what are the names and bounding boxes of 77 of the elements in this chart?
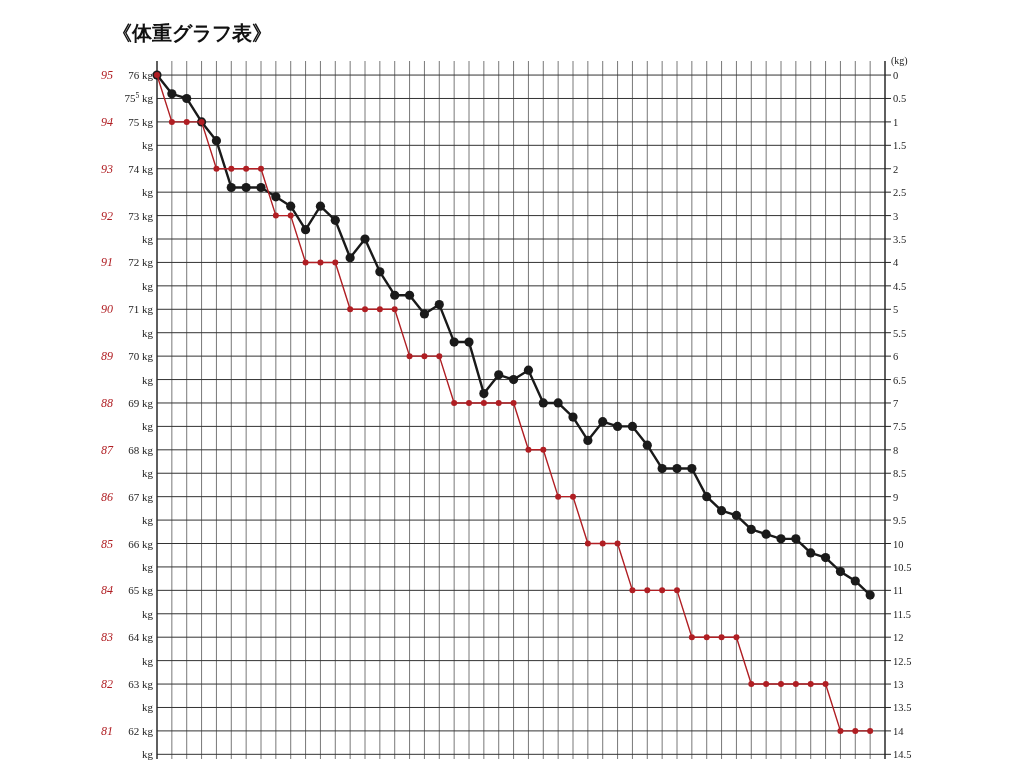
y-tick-label: kg — [142, 467, 154, 480]
y-tick-label: kg — [142, 186, 154, 199]
y-tick-label: 72 kg — [128, 256, 154, 269]
y3-axis-title: (kg) — [891, 55, 908, 67]
y2-tick-label: 88 — [101, 395, 113, 410]
y-tick-label: 63 kg — [128, 678, 154, 691]
y3-tick-label: 4 — [893, 257, 899, 269]
y-tick-label: 64 kg — [128, 631, 154, 644]
y3-tick-label: 2.5 — [893, 187, 907, 199]
y3-tick-label: 14 — [893, 725, 905, 737]
y2-tick-label: 89 — [101, 349, 113, 364]
y-tick-label: 65 kg — [128, 584, 154, 597]
y2-tick-label: 86 — [101, 489, 113, 504]
y3-tick-label: 9.5 — [893, 515, 907, 527]
y-tick-label: kg — [142, 139, 154, 152]
y-tick-label: kg — [142, 279, 154, 292]
y3-tick-label: 0.5 — [893, 93, 907, 105]
y3-tick-label: 1 — [893, 116, 899, 128]
y3-tick-label: 7 — [893, 397, 899, 409]
y-tick-label: kg — [142, 233, 154, 246]
y-tick-label: kg — [142, 607, 154, 620]
y2-tick-label: 82 — [101, 677, 113, 692]
y3-tick-label: 9 — [893, 491, 899, 503]
chart-title: 《体重グラフ表》 — [112, 21, 272, 45]
y2-tick-label: 85 — [101, 536, 113, 551]
y-tick-label: kg — [142, 560, 154, 573]
y3-tick-label: 11.5 — [893, 608, 911, 620]
y2-tick-label: 93 — [101, 161, 113, 176]
y3-tick-label: 13 — [893, 679, 904, 691]
y3-tick-label: 11 — [893, 585, 904, 597]
y2-tick-label: 83 — [101, 630, 113, 645]
y-tick-label: 76 kg — [128, 69, 154, 82]
y3-tick-label: 3.5 — [893, 234, 907, 246]
y3-tick-label: 4.5 — [893, 280, 907, 292]
y-tick-label: kg — [142, 514, 154, 527]
y2-tick-label: 84 — [101, 583, 113, 598]
y-tick-label: 73 kg — [128, 209, 154, 222]
y3-tick-label: 10.5 — [893, 561, 912, 573]
y-tick-label: 62 kg — [128, 724, 154, 737]
y3-tick-label: 6.5 — [893, 374, 907, 386]
y-tick-label: kg — [142, 654, 154, 667]
y-tick-label: 68 kg — [128, 443, 154, 456]
y2-tick-label: 91 — [101, 255, 113, 270]
y-tick-label: 75$^{5}$ kg — [124, 90, 154, 105]
y-tick-label: 74 kg — [128, 162, 154, 175]
y3-tick-label: 7.5 — [893, 421, 907, 433]
y-tick-label: kg — [142, 373, 154, 386]
y2-tick-label: 87 — [101, 442, 114, 457]
y2-tick-label: 94 — [101, 114, 113, 129]
y3-tick-label: 12 — [893, 632, 904, 644]
y3-tick-label: 8 — [893, 444, 899, 456]
y-tick-label: 70 kg — [128, 350, 154, 363]
y-tick-label: kg — [142, 420, 154, 433]
y-tick-label: 75 kg — [128, 115, 154, 128]
y3-tick-label: 2 — [893, 163, 899, 175]
y-tick-label: kg — [142, 326, 154, 339]
y3-tick-label: 13.5 — [893, 702, 912, 714]
y-tick-label: 71 kg — [128, 303, 154, 316]
y3-tick-label: 1.5 — [893, 140, 907, 152]
y3-tick-label: 14.5 — [893, 749, 912, 761]
y-tick-label: kg — [142, 748, 154, 761]
y3-tick-label: 5 — [893, 304, 899, 316]
y3-tick-label: 12.5 — [893, 655, 912, 667]
y2-tick-label: 81 — [101, 723, 113, 738]
y3-tick-label: 8.5 — [893, 468, 907, 480]
y3-tick-label: 6 — [893, 351, 899, 363]
y-tick-label: kg — [142, 701, 154, 714]
y2-tick-label: 95 — [101, 68, 113, 83]
y-tick-label: 69 kg — [128, 396, 154, 409]
y3-tick-label: 5.5 — [893, 327, 907, 339]
y3-tick-label: 3 — [893, 210, 899, 222]
y2-tick-label: 92 — [101, 208, 113, 223]
y3-tick-label: 10 — [893, 538, 904, 550]
y3-tick-label: 0 — [893, 70, 899, 82]
y-tick-label: 67 kg — [128, 490, 154, 503]
y2-tick-label: 90 — [101, 302, 113, 317]
y-tick-label: 66 kg — [128, 537, 154, 550]
